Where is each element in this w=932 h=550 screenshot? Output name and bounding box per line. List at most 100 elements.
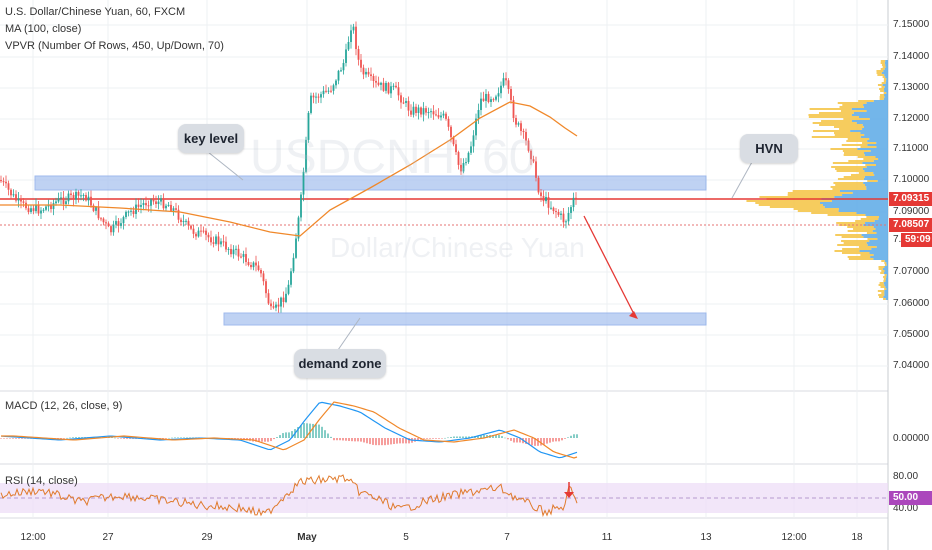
macd-histogram-bar	[267, 438, 269, 442]
rsi-arrowhead	[564, 492, 574, 498]
macd-histogram-bar	[291, 431, 293, 438]
vpvr-bar	[873, 100, 888, 102]
candle-body	[472, 135, 475, 147]
candle-body	[310, 95, 312, 113]
candle-body	[62, 197, 65, 204]
candle-body	[252, 262, 255, 268]
candle-body	[405, 100, 407, 103]
vpvr-bar	[867, 180, 878, 182]
vpvr-bar	[833, 182, 864, 184]
time-label: 12:00	[20, 532, 46, 543]
rsi-title[interactable]: RSI (14, close)	[5, 475, 78, 487]
candle-body	[412, 106, 415, 115]
vpvr-bar	[863, 104, 888, 106]
candle-body	[235, 248, 237, 250]
candle-body	[237, 248, 240, 257]
macd-histogram-bar	[534, 438, 536, 446]
vpvr-bar	[878, 216, 888, 218]
candle-body	[557, 211, 560, 215]
candle-body	[112, 224, 115, 233]
vpvr-bar	[885, 82, 888, 84]
macd-histogram-bar	[162, 438, 164, 439]
macd-histogram-bar	[321, 426, 323, 438]
macd-histogram-bar	[378, 438, 380, 446]
candle-body	[445, 113, 447, 119]
vpvr-bar	[827, 214, 866, 216]
candle-body	[185, 220, 187, 222]
vpvr-bar	[886, 288, 888, 290]
vpvr-bar	[851, 120, 888, 122]
vpvr-bar	[875, 156, 888, 158]
macd-histogram-bar	[423, 438, 425, 439]
candle-body	[242, 254, 245, 257]
candle-body	[285, 293, 287, 302]
candle-body	[225, 241, 227, 250]
vpvr-bar	[884, 260, 888, 262]
vpvr-bar	[873, 172, 888, 174]
ma-legend[interactable]: MA (100, close)	[5, 23, 82, 35]
candle-body	[370, 74, 372, 77]
candle-body	[130, 210, 132, 212]
macd-histogram-bar	[462, 436, 464, 438]
candle-body	[197, 230, 200, 237]
macd-histogram-bar	[318, 424, 320, 438]
vpvr-bar	[866, 186, 888, 188]
candle-body	[437, 115, 440, 118]
macd-histogram-bar	[81, 437, 83, 438]
vpvr-bar	[839, 128, 863, 130]
symbol-title[interactable]: U.S. Dollar/Chinese Yuan, 60, FXCM	[5, 6, 186, 18]
vpvr-bar	[839, 106, 864, 108]
vpvr-bar	[880, 60, 886, 62]
demand-zone-box[interactable]	[223, 312, 707, 326]
vpvr-bar	[866, 232, 877, 234]
watermark-name: Dollar/Chinese Yuan	[330, 232, 585, 263]
vpvr-bar	[873, 226, 888, 228]
macd-histogram-bar	[297, 427, 299, 438]
vpvr-bar	[834, 196, 888, 198]
vpvr-bar	[870, 256, 888, 258]
candle-body	[337, 70, 340, 81]
candle-body	[552, 207, 555, 212]
vpvr-bar	[869, 240, 888, 242]
vpvr-bar	[882, 268, 888, 270]
vpvr-bar	[885, 280, 888, 282]
candle-body	[300, 194, 302, 218]
vpvr-bar	[883, 276, 887, 278]
key-level-callout[interactable]: key level	[178, 124, 244, 153]
macd-title[interactable]: MACD (12, 26, close, 9)	[5, 400, 123, 412]
forecast-arrow[interactable]	[583, 215, 637, 319]
candle-body	[560, 213, 562, 215]
vpvr-bar	[758, 204, 823, 206]
candle-body	[462, 163, 465, 172]
candle-body	[467, 152, 470, 163]
vpvr-bar	[884, 86, 888, 88]
vpvr-bar	[884, 270, 888, 272]
vpvr-bar	[866, 242, 888, 244]
vpvr-bar	[847, 256, 871, 258]
candle-body	[497, 93, 500, 97]
candle-body	[430, 111, 432, 113]
macd-histogram-bar	[126, 438, 128, 439]
vpvr-bar	[884, 284, 888, 286]
macd-histogram-bar	[171, 437, 173, 439]
vpvr-bar	[843, 154, 865, 156]
demand-zone-callout[interactable]: demand zone	[294, 349, 386, 378]
vpvr-bar	[853, 112, 888, 114]
vpvr-bar	[885, 64, 888, 66]
candle-body	[572, 197, 575, 208]
vpvr-bar	[832, 162, 863, 164]
macd-pane	[0, 401, 578, 459]
vpvr-bar	[866, 188, 888, 190]
vpvr-legend[interactable]: VPVR (Number Of Rows, 450, Up/Down, 70)	[5, 40, 224, 52]
candle-body	[402, 102, 405, 104]
candle-body	[35, 204, 37, 212]
hvn-callout[interactable]: HVN	[740, 134, 798, 163]
candle-body	[375, 80, 377, 83]
candle-body	[180, 219, 182, 223]
macd-histogram-bar	[300, 425, 302, 438]
macd-histogram-bar	[243, 438, 245, 440]
candle-body	[342, 62, 345, 71]
candle-body	[155, 201, 157, 205]
macd-histogram-bar	[12, 438, 14, 439]
